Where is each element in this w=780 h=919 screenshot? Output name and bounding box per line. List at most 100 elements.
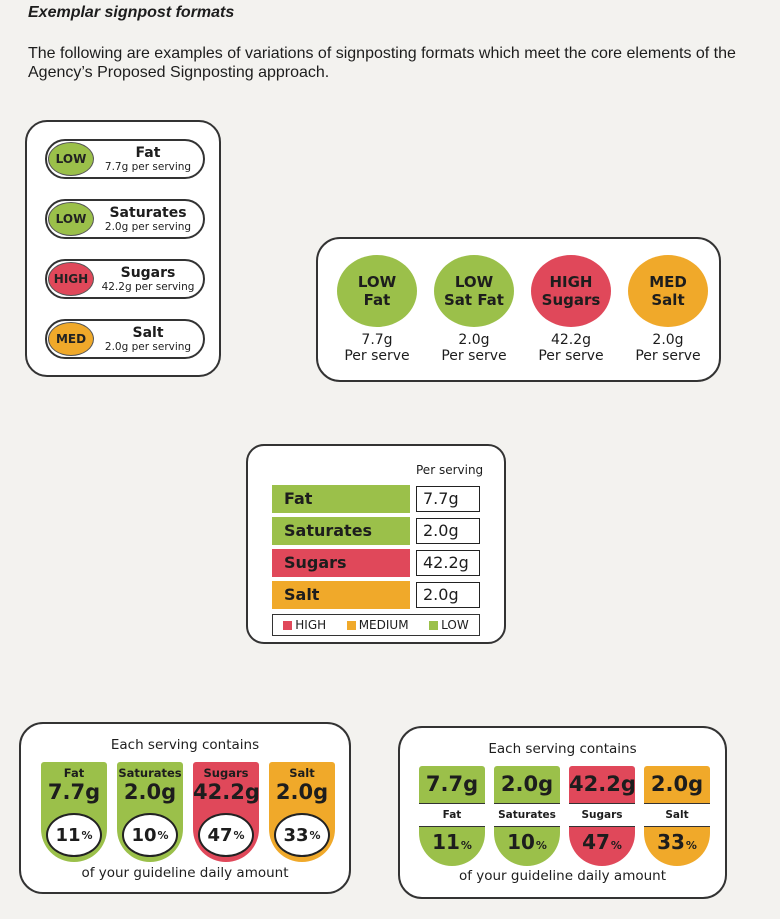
nutrient-amount: 42.2g <box>193 780 260 804</box>
gda-panel-a: Each serving contains Fat 7.7g 11% Satur… <box>19 722 351 894</box>
gda-percent: 47% <box>198 813 254 857</box>
gda-card-saturates: Saturates 2.0g 10% <box>117 762 183 862</box>
nutrient-name: Fat <box>363 291 391 309</box>
nutrient-amount: 2.0g <box>275 780 329 804</box>
nutrient-name: Salt <box>651 291 685 309</box>
gda-card-sugars: 42.2g Sugars 47% <box>569 766 636 866</box>
level-label: HIGH <box>549 273 593 291</box>
percent-value: 33 <box>283 824 309 846</box>
pill-salt: MED Salt 2.0g per serving <box>45 319 205 359</box>
gda-percent: 33% <box>274 813 330 857</box>
gda-header: Each serving contains <box>110 737 260 753</box>
percent-sign: % <box>233 828 245 842</box>
nutrient-name: Sugars <box>203 766 249 780</box>
level-circle: LOW Sat Fat <box>434 255 514 327</box>
gda-percent: 33% <box>644 830 710 854</box>
nutrient-amount: 42.2g per serving <box>101 281 195 293</box>
nutrient-amount: 2.0g <box>458 332 490 348</box>
percent-sign: % <box>157 828 169 842</box>
nutrient-amount: 2.0g <box>652 332 684 348</box>
nutrient-bar: Salt <box>272 581 410 609</box>
percent-value: 11 <box>55 824 81 846</box>
legend-swatch <box>283 620 293 630</box>
legend-item-medium: MEDIUM <box>346 618 409 632</box>
nutrient-amount: 7.7g <box>47 780 101 804</box>
nutrient-name: Sugars <box>120 265 176 281</box>
level-badge: LOW <box>48 202 94 236</box>
nutrient-amount: 42.2g <box>550 332 592 348</box>
nutrient-amount: 7.7g <box>425 772 479 796</box>
nutrient-amount: 2.0g <box>500 772 554 796</box>
gda-percent: 10% <box>494 830 560 854</box>
percent-sign: % <box>535 839 547 852</box>
legend-label: HIGH <box>295 618 327 632</box>
nutrient-name: Fat <box>63 766 85 780</box>
pill-sugars: HIGH Sugars 42.2g per serving <box>45 259 205 299</box>
nutrient-amount: 7.7g per serving <box>104 161 192 173</box>
gda-percent: 10% <box>122 813 178 857</box>
level-label: MED <box>649 273 687 291</box>
level-badge: MED <box>48 322 94 356</box>
nutrient-name: Fat <box>419 803 485 827</box>
gda-card-salt: Salt 2.0g 33% <box>269 762 335 862</box>
nutrient-name: Fat <box>135 145 161 161</box>
nutrient-name: Sat Fat <box>444 291 504 309</box>
bar-signpost-panel: Per serving Fat 7.7g Saturates 2.0g Suga… <box>246 444 506 644</box>
gda-card-fat: Fat 7.7g 11% <box>41 762 107 862</box>
nutrient-amount: 42.2g <box>569 772 636 796</box>
serving-unit: Per serve <box>635 348 701 364</box>
serving-unit: Per serve <box>538 348 604 364</box>
serving-unit: Per serve <box>344 348 410 364</box>
gda-cards: Fat 7.7g 11% Saturates 2.0g 10% Sugars 4… <box>21 762 349 864</box>
gda-footer: of your guideline daily amount <box>81 865 289 881</box>
circle-sat-fat: LOW Sat Fat 2.0g Per serve <box>428 255 520 364</box>
nutrient-bar: Sugars <box>272 549 410 577</box>
nutrient-value: 2.0g <box>416 518 480 544</box>
gda-header: Each serving contains <box>488 741 637 757</box>
gda-card-salt: 2.0g Salt 33% <box>644 766 710 866</box>
nutrient-name: Sugars <box>541 291 601 309</box>
level-circle: MED Salt <box>628 255 708 327</box>
nutrient-name: Saturates <box>118 766 182 780</box>
gda-card-sugars: Sugars 42.2g 47% <box>193 762 260 862</box>
bar-row-sugars: Sugars 42.2g <box>272 549 484 577</box>
gda-percent: 11% <box>46 813 102 857</box>
percent-sign: % <box>610 839 622 852</box>
nutrient-name: Saturates <box>109 205 187 221</box>
circle-signpost-panel: LOW Fat 7.7g Per serve LOW Sat Fat 2.0g Pe… <box>316 237 721 382</box>
gda-cards: 7.7g Fat 11% 2.0g Saturates 10% 42.2g Su… <box>400 766 725 868</box>
pill-saturates: LOW Saturates 2.0g per serving <box>45 199 205 239</box>
level-circle: HIGH Sugars <box>531 255 611 327</box>
gda-percent: 47% <box>569 830 635 854</box>
color-legend: HIGH MEDIUM LOW <box>272 614 480 636</box>
per-serving-caption: Per serving <box>416 463 484 477</box>
level-label: LOW <box>357 273 397 291</box>
legend-swatch <box>346 620 356 630</box>
bar-row-salt: Salt 2.0g <box>272 581 484 609</box>
percent-sign: % <box>309 828 321 842</box>
section-heading: Exemplar signpost formats <box>28 4 235 21</box>
circle-salt: MED Salt 2.0g Per serve <box>622 255 714 364</box>
level-badge: LOW <box>48 142 94 176</box>
circle-fat: LOW Fat 7.7g Per serve <box>331 255 423 364</box>
nutrient-name: Salt <box>132 325 164 341</box>
nutrient-name: Saturates <box>494 803 560 827</box>
nutrient-amount: 2.0g <box>650 772 704 796</box>
nutrient-bar: Fat <box>272 485 410 513</box>
percent-value: 33 <box>657 830 685 854</box>
circle-sugars: HIGH Sugars 42.2g Per serve <box>525 255 617 364</box>
pill-signpost-panel: LOW Fat 7.7g per serving LOW Saturates 2.0… <box>25 120 221 377</box>
legend-swatch <box>429 620 439 630</box>
percent-value: 47 <box>582 830 610 854</box>
percent-value: 47 <box>207 824 233 846</box>
percent-value: 10 <box>507 830 535 854</box>
gda-percent: 11% <box>419 830 485 854</box>
percent-value: 11 <box>432 830 460 854</box>
gda-panel-b: Each serving contains 7.7g Fat 11% 2.0g … <box>398 726 727 899</box>
nutrient-amount: 2.0g <box>123 780 177 804</box>
percent-sign: % <box>81 828 93 842</box>
nutrient-amount: 2.0g per serving <box>104 341 192 353</box>
level-label: LOW <box>454 273 494 291</box>
nutrient-amount: 7.7g <box>361 332 393 348</box>
gda-card-fat: 7.7g Fat 11% <box>419 766 485 866</box>
